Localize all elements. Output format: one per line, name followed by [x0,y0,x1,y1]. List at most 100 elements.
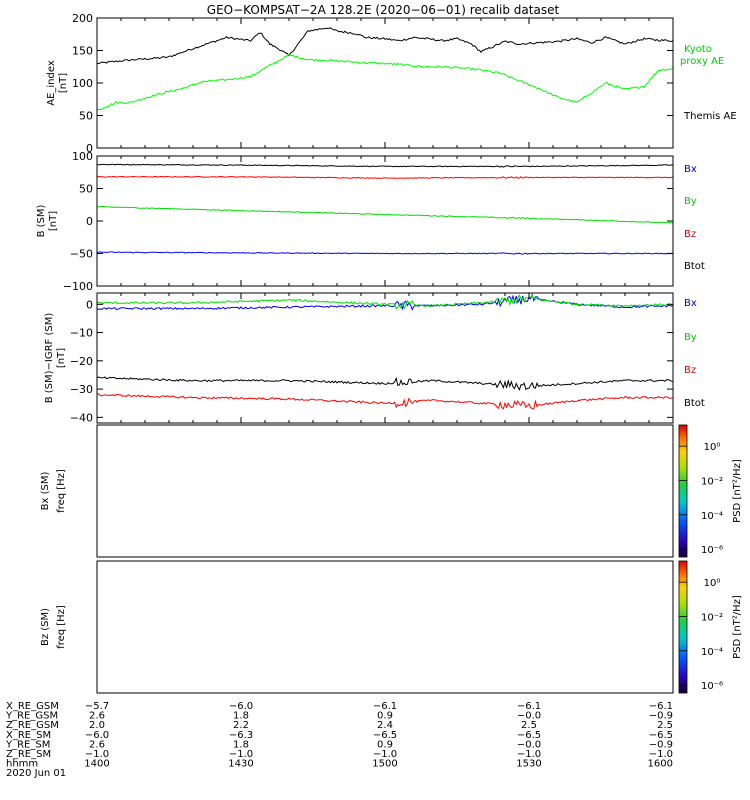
ephemeris-value: −6.3 [229,730,253,741]
ephemeris-row-label: Y_RE_GSM [5,711,58,722]
ephemeris-row-label: X_RE_SM [6,730,51,741]
y-tick-label: −50 [70,248,93,261]
ephemeris-value: −5.7 [85,701,109,712]
colorbar-tick-label: 10⁰ [704,578,721,589]
panel-ae: 0 50 100 150 200 AE_index [nT] Kyoto proxy A… [46,12,737,155]
y-tick-label: 100 [72,150,93,163]
ephemeris-value: 1430 [228,759,253,770]
ephemeris-row-label: Z_RE_SM [6,749,51,760]
ephemeris-value: −1.0 [373,749,397,760]
y-tick-label: −100 [63,280,93,293]
colorbar-bx [678,424,688,558]
ephemeris-value: 0.9 [377,711,393,722]
y-tick-label: 150 [72,45,93,58]
ephemeris-value: 2.2 [233,720,249,731]
panel-bres-ticks: −40 −30 −20 −10 0 [70,293,674,424]
ephemeris-row-label: hhmm [6,759,38,770]
series-bres-bx [96,292,674,311]
colorbar-bz-label: PSD [nT²/Hz] [732,595,743,659]
ephemeris-table: X_RE_GSM −5.7 −6.0 −6.1 −6.1 −6.1 Y_RE_GSM 2.6 1… [5,701,673,770]
colorbar-tick-label: 10⁻⁴ [701,511,723,522]
legend-bsm-bx: Bx [684,164,697,175]
ephemeris-value: −6.5 [649,730,673,741]
panel-spec-bx-frame [96,424,674,558]
y-tick-label: 0 [86,215,93,228]
ephemeris-value: −6.0 [85,730,109,741]
panel-bres: −40 −30 −20 −10 0 B (SM)−IGRF (SM) [nT] Bx B… [44,292,705,424]
panel-bsm-ticks: −100 −50 0 50 100 [63,150,674,293]
y-tick-label: −40 [70,411,93,424]
ephemeris-value: −6.1 [649,701,673,712]
ephemeris-value: −1.0 [85,749,109,760]
ephemeris-value: 2.5 [521,720,537,731]
legend-bres-bz: Bz [684,365,696,376]
y-tick-label: −30 [70,383,93,396]
ephemeris-row-label: Z_RE_GSM [6,720,59,731]
ephemeris-date: 2020 Jun 01 [6,768,66,779]
y-tick-label: 100 [72,77,93,90]
colorbar-bx-ticks: 10⁰ 10⁻² 10⁻⁴ 10⁻⁶ [679,442,723,556]
ephemeris-value: 1530 [516,759,541,770]
ephemeris-value: 2.6 [89,739,105,750]
colorbar-tick-label: 10⁻⁶ [701,545,723,556]
ephemeris-value: 1.8 [233,711,249,722]
ephemeris-value: −6.1 [373,701,397,712]
panel-spec-bx-ylabel-2: freq [Hz] [56,469,67,513]
legend-bres-by: By [684,332,697,343]
colorbar-tick-label: 10⁻⁴ [701,647,723,658]
series-bres-btot [96,376,674,391]
panel-bsm-ylabel-1: B (SM) [36,204,47,237]
legend-bres-btot: Btot [684,398,705,409]
ephemeris-value: 2.4 [377,720,393,731]
ephemeris-value: −6.5 [373,730,397,741]
colorbar-tick-label: 10⁰ [704,442,721,453]
ephemeris-value: 2.5 [657,720,673,731]
ephemeris-value: −6.0 [229,701,253,712]
legend-bsm-btot: Btot [684,261,705,272]
colorbar-tick-label: 10⁻² [701,476,723,487]
series-bsm-by [96,206,674,224]
series-bsm-btot [96,163,674,168]
panel-ae-ticks: 0 50 100 150 200 [72,12,674,155]
panel-bsm-series [96,163,674,255]
panel-spec-bx: Bx (SM) freq [Hz] 10⁰ 10⁻² 10⁻⁴ 10⁻⁶ PSD [n… [40,424,743,558]
legend-bsm-bz: Bz [684,229,696,240]
ephemeris-value: 0.9 [377,739,393,750]
colorbar-bz-ticks: 10⁰ 10⁻² 10⁻⁴ 10⁻⁶ [679,578,723,692]
ephemeris-value: 1400 [84,759,109,770]
panel-bsm: −100 −50 0 50 100 B (SM) [nT] Bx By Bz Btot [36,150,705,293]
ephemeris-value: −0.9 [649,739,673,750]
series-ae-kyoto-proxy-ae [96,53,674,111]
panel-bsm-frame [96,155,674,287]
y-tick-label: 50 [79,183,93,196]
legend-bsm-by: By [684,196,697,207]
chart-title: GEO−KOMPSAT−2A 128.2E (2020−06−01) recal… [207,3,560,17]
y-tick-label: 50 [79,110,93,123]
colorbar-bz [678,560,688,694]
y-tick-label: 0 [86,298,93,311]
colorbar-bx-label: PSD [nT²/Hz] [732,459,743,523]
panel-bres-ylabel-1: B (SM)−IGRF (SM) [44,313,55,404]
ephemeris-value: 1.8 [233,739,249,750]
ephemeris-value: 1600 [648,759,673,770]
legend-kyoto-1: Kyoto [684,44,712,55]
panel-bsm-ylabel-2: [nT] [48,211,59,231]
series-bres-bz [96,393,673,410]
ephemeris-value: 2.0 [89,720,105,731]
panel-ae-frame [96,17,674,149]
panel-ae-ylabel-2: [nT] [58,73,69,93]
y-tick-label: 0 [86,142,93,155]
series-bres-by [96,294,674,310]
series-bsm-bx [96,251,673,255]
series-ae-themis-ae [96,27,674,65]
legend-kyoto-2: proxy AE [680,56,724,67]
ephemeris-value: −1.0 [649,749,673,760]
panel-spec-bz-ylabel-1: Bz (SM) [40,608,51,646]
ephemeris-value: −0.0 [517,711,541,722]
colorbar-tick-label: 10⁻² [701,612,723,623]
ephemeris-value: −0.0 [517,739,541,750]
panel-spec-bz-ylabel-2: freq [Hz] [56,605,67,649]
legend-themis-ae: Themis AE [683,111,737,122]
panel-bres-series [96,292,674,410]
